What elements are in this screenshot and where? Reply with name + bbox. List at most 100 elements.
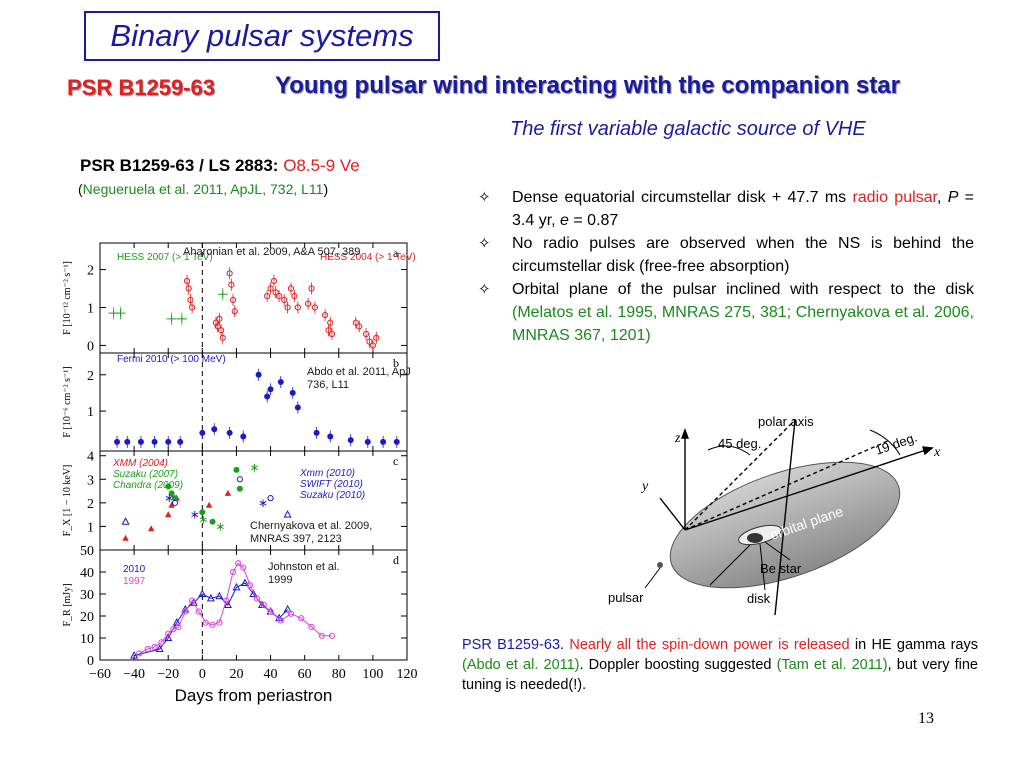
data-point (240, 564, 247, 571)
data-point (240, 578, 250, 586)
data-point (226, 270, 233, 277)
data-point (325, 327, 332, 334)
ref-close-paren: ) (323, 181, 329, 197)
x-tick-label: 100 (362, 667, 383, 682)
y-axis-label: F [10⁻⁶ cm⁻² s⁻¹] (62, 366, 73, 437)
data-point (170, 626, 177, 633)
y-tick-label: 0 (87, 654, 94, 669)
data-point (393, 438, 400, 445)
series-hess-2007-1-tev- (108, 288, 228, 325)
text-run: Nearly all the spin-down power is releas… (569, 637, 850, 653)
data-point: ∗ (215, 519, 225, 533)
x-tick-label: −60 (89, 667, 111, 682)
be-star-disk (738, 524, 782, 546)
data-point (216, 619, 223, 626)
data-point (328, 632, 336, 639)
data-point (195, 608, 203, 615)
panel-id-label: c (393, 454, 398, 468)
series-fermi-2010-100-mev- (114, 368, 400, 448)
data-point (114, 438, 121, 445)
bullet-item: ✧ Dense equatorial circumstellar disk + 4… (478, 186, 974, 232)
data-point (115, 310, 126, 317)
data-point (155, 644, 164, 652)
data-point (168, 490, 175, 497)
data-point (322, 311, 329, 319)
text-run: (Abdo et al. 2011) (462, 657, 580, 673)
data-point (137, 438, 144, 445)
legend-label: 2010 (123, 564, 146, 575)
slide-title: Binary pulsar systems (110, 18, 414, 53)
text-run: Dense equatorial circumstellar disk + 47… (512, 189, 853, 206)
data-point (267, 608, 274, 615)
reference-note: Chernyakova et al. 2009, MNRAS 397, 2123 (250, 520, 372, 545)
data-point (366, 338, 373, 345)
data-point (199, 429, 206, 436)
panel-frame (99, 549, 408, 661)
pulsar-dot (657, 562, 663, 568)
data-point (352, 319, 359, 326)
orbital-plane-disk (669, 461, 901, 589)
data-point (199, 509, 206, 516)
bullet-list: ✧ Dense equatorial circumstellar disk + 4… (478, 186, 974, 347)
text-run: No radio pulses are observed when the NS… (512, 235, 974, 275)
data-point (130, 651, 139, 659)
data-point (172, 495, 179, 502)
bullet-text: No radio pulses are observed when the NS… (512, 232, 974, 278)
data-point (347, 437, 354, 444)
y-tick-label: 40 (80, 566, 94, 581)
series-chandra-2009-: ∗ ∗ ∗ (198, 461, 259, 534)
data-point (283, 510, 292, 518)
title-box: Binary pulsar systems (84, 11, 440, 61)
bullet-text: Orbital plane of the pulsar inclined wit… (512, 278, 974, 347)
legend-label: Fermi 2010 (> 100 MeV) (117, 354, 226, 365)
series-suzaku-2010- (171, 476, 274, 506)
legend-label: Chandra (2009) (113, 480, 183, 491)
data-point (121, 517, 130, 525)
data-point (216, 315, 223, 322)
data-point (373, 334, 380, 341)
data-point (260, 601, 267, 609)
data-point (171, 499, 179, 506)
legend-label: SWIFT (2010) (300, 479, 363, 490)
series-xmm-2010- (121, 510, 292, 525)
subtitle-main: Young pulsar wind interacting with the c… (275, 72, 900, 99)
data-point (206, 593, 215, 602)
data-point (164, 633, 173, 641)
data-point (287, 285, 295, 292)
data-point (183, 277, 191, 285)
y-tick-label: 0 (87, 339, 94, 354)
legend-label: XMM (2004) (112, 458, 168, 469)
data-point (166, 315, 177, 322)
y-tick-label: 1 (87, 520, 94, 535)
axis-y-label: y (640, 479, 649, 494)
data-point (189, 598, 198, 606)
data-point (151, 643, 158, 650)
y-tick-label: 3 (87, 473, 94, 488)
data-point (165, 511, 172, 518)
data-point (176, 315, 187, 322)
data-point (362, 330, 370, 338)
text-run: radio pulsar (852, 189, 937, 206)
data-point (272, 289, 279, 296)
data-point (223, 600, 232, 608)
disk-label: disk (747, 591, 771, 606)
y-tick-label: 1 (87, 405, 94, 420)
data-point (217, 291, 228, 298)
data-point (198, 589, 207, 597)
x-tick-label: 80 (332, 667, 346, 682)
data-point (168, 501, 175, 508)
reference-note: Abdo et al. 2011, ApJ 736, L11 (307, 366, 411, 391)
x-tick-label: 20 (229, 667, 243, 682)
legend-label: Suzaku (2007) (113, 469, 178, 480)
y-tick-label: 30 (80, 588, 94, 603)
text-run: e (560, 212, 569, 229)
data-point (249, 589, 258, 597)
data-point (291, 293, 298, 300)
panel-id-label: a (393, 246, 399, 260)
data-point (165, 483, 172, 490)
bullet-item: ✧ No radio pulses are observed when the N… (478, 232, 974, 278)
data-point (308, 623, 315, 631)
x-tick-label: −20 (157, 667, 179, 682)
text-run: . (560, 637, 570, 653)
